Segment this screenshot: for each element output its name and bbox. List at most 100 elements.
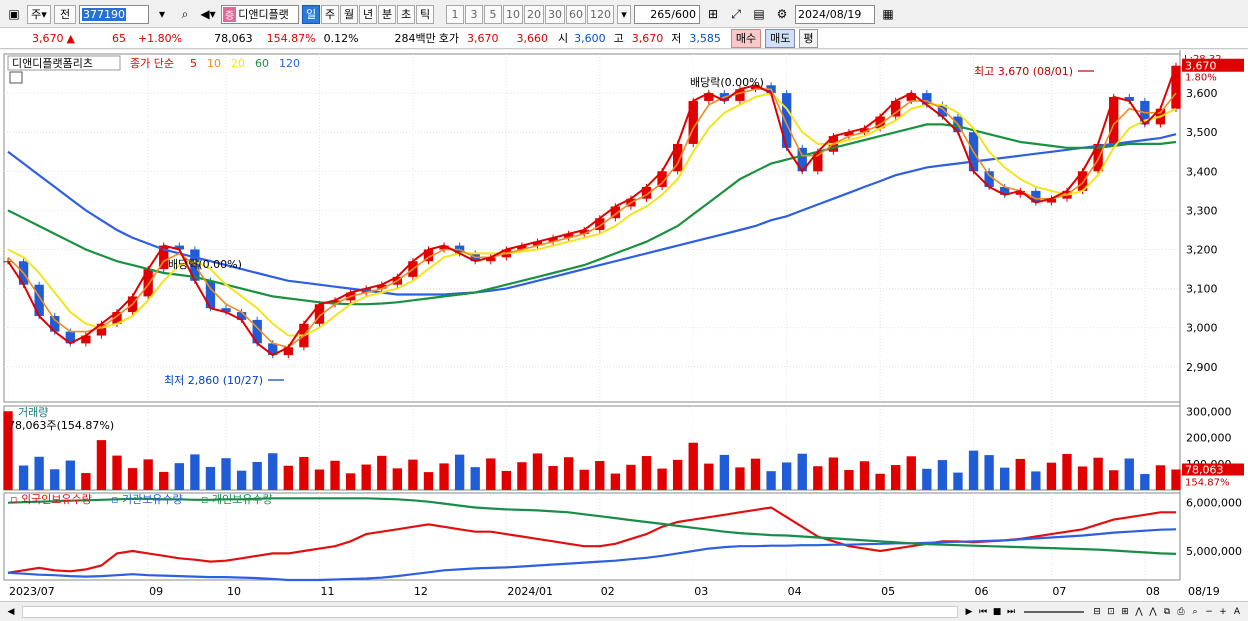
rewind-icon[interactable]: ⏮ <box>978 606 988 617</box>
print-icon[interactable]: ⎙ <box>1177 606 1185 617</box>
volume-bar <box>377 455 387 490</box>
period-tab-2[interactable]: 월 <box>340 4 358 24</box>
mountain2-icon[interactable]: ⋀ <box>1149 606 1157 617</box>
gear-icon[interactable]: ⚙ <box>776 7 788 21</box>
font-icon[interactable]: A <box>1233 606 1241 617</box>
volume-bar <box>595 461 605 490</box>
candle-body <box>252 319 262 344</box>
volume-bar <box>563 457 574 490</box>
x-tick-label: 09 <box>149 585 163 598</box>
volume-bar <box>486 458 496 490</box>
layout2-icon[interactable]: ⊡ <box>1107 606 1115 617</box>
price-tick-label: 3,200 <box>1186 244 1218 257</box>
calendar-icon[interactable]: ▦ <box>882 7 894 21</box>
candle-body <box>377 284 387 289</box>
scrollbar[interactable]: ◀ ▶ ⏮ ■ ⏭ ⊟ ⊡ ⊞ ⋀ ⋀ ⧉ ⎙ ⌕ − + A <box>0 601 1248 621</box>
scroll-left-icon[interactable]: ◀ <box>7 606 15 617</box>
resize-icon[interactable]: ⤢ <box>731 6 741 21</box>
chart-svg[interactable]: 2,900 3,000 3,100 3,200 3,300 3,400 3,500 3,600… <box>0 50 1248 601</box>
ma-line-10 <box>7 88 1177 349</box>
holdings-legend-0: ▫ 외국인보유수량 <box>10 493 92 506</box>
zoom-in-icon[interactable]: + <box>1219 606 1227 617</box>
holdings-tick-label: 6,000,000 <box>1186 497 1242 510</box>
magnify-icon[interactable]: ⌕ <box>1192 606 1198 617</box>
legend-ma-60: 60 <box>255 57 269 70</box>
volume-bar <box>81 473 91 490</box>
minute-tab-1[interactable]: 1 <box>446 4 464 24</box>
price-tick-label: 3,600 <box>1186 87 1218 100</box>
mountain-icon[interactable]: ⋀ <box>1135 606 1143 617</box>
scroll-right-icon[interactable]: ▶ <box>965 606 973 617</box>
x-tick-label: 11 <box>320 585 334 598</box>
save-icon[interactable]: ▤ <box>753 7 765 21</box>
x-tick-label: 10 <box>227 585 241 598</box>
volume-bar <box>548 465 558 490</box>
candle-body <box>486 257 496 262</box>
minute-tab-60[interactable]: 60 <box>566 4 586 24</box>
minute-dropdown[interactable]: ▾ <box>617 4 631 24</box>
chart-tools-icon[interactable]: ⊞ <box>707 7 719 21</box>
minute-tab-10[interactable]: 10 <box>503 4 523 24</box>
scroll-track[interactable] <box>22 605 958 618</box>
dropdown-icon[interactable]: ▾ <box>158 7 166 21</box>
volume-bar <box>112 455 122 490</box>
period-tab-6[interactable]: 틱 <box>416 4 434 24</box>
dividend-label-2: 배당락(0.00%) <box>690 76 764 89</box>
sell-button[interactable]: 매도 <box>765 28 796 48</box>
minute-tab-20[interactable]: 20 <box>524 4 544 24</box>
candle-body <box>813 151 823 172</box>
volume-bar <box>719 454 730 490</box>
candle-body <box>517 245 527 250</box>
forward-icon[interactable]: ⏭ <box>1006 606 1016 617</box>
buy-button[interactable]: 매수 <box>730 28 762 48</box>
stock-code-input[interactable]: 377190 <box>79 4 149 24</box>
search-icon[interactable]: ⌕ <box>181 6 189 21</box>
volume-bar <box>1062 453 1072 490</box>
zoom-out-icon[interactable]: − <box>1205 606 1213 617</box>
period-tab-1[interactable]: 주 <box>321 4 339 24</box>
high-value: 3,670 <box>631 31 664 45</box>
date-value: 2024/08/19 <box>798 7 862 21</box>
copy-icon[interactable]: ⧉ <box>1163 606 1171 617</box>
turnover-value: 0.12% <box>323 31 359 45</box>
period-tab-5[interactable]: 초 <box>397 4 415 24</box>
date-field[interactable]: 2024/08/19 <box>795 4 875 24</box>
candle-body <box>610 206 621 219</box>
period-tab-4[interactable]: 분 <box>378 4 396 24</box>
candle-body <box>750 85 761 90</box>
chart-area[interactable]: 2,900 3,000 3,100 3,200 3,300 3,400 3,500 3,600… <box>0 50 1248 601</box>
layout-icon[interactable]: ⊟ <box>1093 606 1101 617</box>
volume-bar <box>735 467 745 490</box>
holdings-tick-label: 5,000,000 <box>1186 545 1242 558</box>
candle-body <box>330 300 340 305</box>
stop-icon[interactable]: ■ <box>992 606 1002 617</box>
volume-bar <box>1155 465 1166 490</box>
window-icon[interactable]: ▣ <box>8 7 20 21</box>
minute-tab-30[interactable]: 30 <box>545 4 565 24</box>
period-main-select[interactable]: 주 ▾ <box>27 4 51 24</box>
layout3-icon[interactable]: ⊞ <box>1121 606 1129 617</box>
volume-bar <box>236 470 247 490</box>
speaker-icon[interactable]: ◀▾ <box>200 7 216 21</box>
minute-tab-5[interactable]: 5 <box>484 4 502 24</box>
minute-tab-3[interactable]: 3 <box>465 4 483 24</box>
minute-tab-120[interactable]: 120 <box>587 4 614 24</box>
stock-name-field[interactable]: 증 디앤디플랫 <box>221 4 299 24</box>
eval-button[interactable]: 평 <box>799 28 818 48</box>
period-tab-0[interactable]: 일 <box>302 4 320 24</box>
volume-bar <box>1046 462 1057 490</box>
price-pane-frame <box>3 53 1181 403</box>
prev-button[interactable]: 전 <box>54 4 76 24</box>
candle-body <box>922 93 932 105</box>
count-field[interactable]: 265/600 <box>634 4 700 24</box>
period-tab-3[interactable]: 년 <box>359 4 377 24</box>
zoom-slider[interactable] <box>1024 610 1084 613</box>
volume-bar <box>704 463 714 490</box>
holdings-line-2 <box>7 497 1177 555</box>
candle-body <box>641 186 652 199</box>
volume-bar <box>314 469 325 490</box>
volume-bar <box>844 469 854 490</box>
volume-bar <box>96 440 107 490</box>
volume-bar <box>626 464 636 490</box>
ma-line-120 <box>7 133 1177 296</box>
